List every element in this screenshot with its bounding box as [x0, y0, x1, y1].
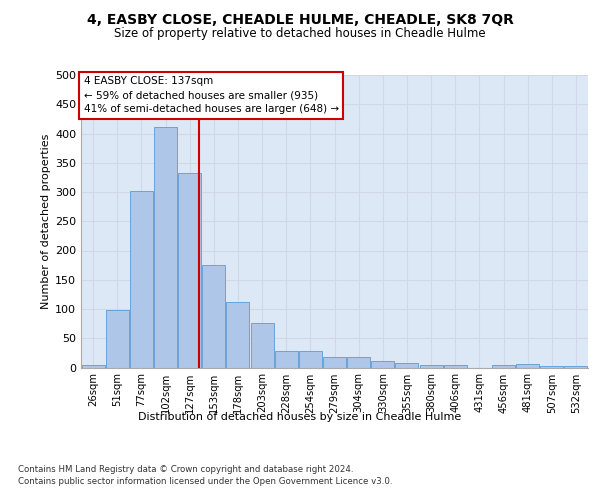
Bar: [106, 310, 128, 368]
Y-axis label: Number of detached properties: Number of detached properties: [41, 134, 51, 309]
Bar: [130, 191, 153, 368]
Bar: [323, 357, 346, 368]
Bar: [395, 364, 418, 368]
Text: Size of property relative to detached houses in Cheadle Hulme: Size of property relative to detached ho…: [114, 28, 486, 40]
Bar: [492, 365, 515, 368]
Bar: [371, 361, 394, 368]
Bar: [275, 350, 298, 368]
Bar: [444, 364, 467, 368]
Bar: [226, 302, 250, 368]
Text: Distribution of detached houses by size in Cheadle Hulme: Distribution of detached houses by size …: [139, 412, 461, 422]
Bar: [419, 365, 443, 368]
Bar: [202, 264, 225, 368]
Bar: [347, 357, 370, 368]
Bar: [516, 364, 539, 368]
Bar: [565, 366, 587, 368]
Bar: [541, 366, 563, 368]
Text: Contains public sector information licensed under the Open Government Licence v3: Contains public sector information licen…: [18, 478, 392, 486]
Bar: [154, 127, 177, 368]
Bar: [299, 350, 322, 368]
Text: Contains HM Land Registry data © Crown copyright and database right 2024.: Contains HM Land Registry data © Crown c…: [18, 465, 353, 474]
Bar: [82, 364, 104, 368]
Text: 4 EASBY CLOSE: 137sqm
← 59% of detached houses are smaller (935)
41% of semi-det: 4 EASBY CLOSE: 137sqm ← 59% of detached …: [83, 76, 338, 114]
Bar: [178, 172, 201, 368]
Text: 4, EASBY CLOSE, CHEADLE HULME, CHEADLE, SK8 7QR: 4, EASBY CLOSE, CHEADLE HULME, CHEADLE, …: [86, 12, 514, 26]
Bar: [251, 323, 274, 368]
